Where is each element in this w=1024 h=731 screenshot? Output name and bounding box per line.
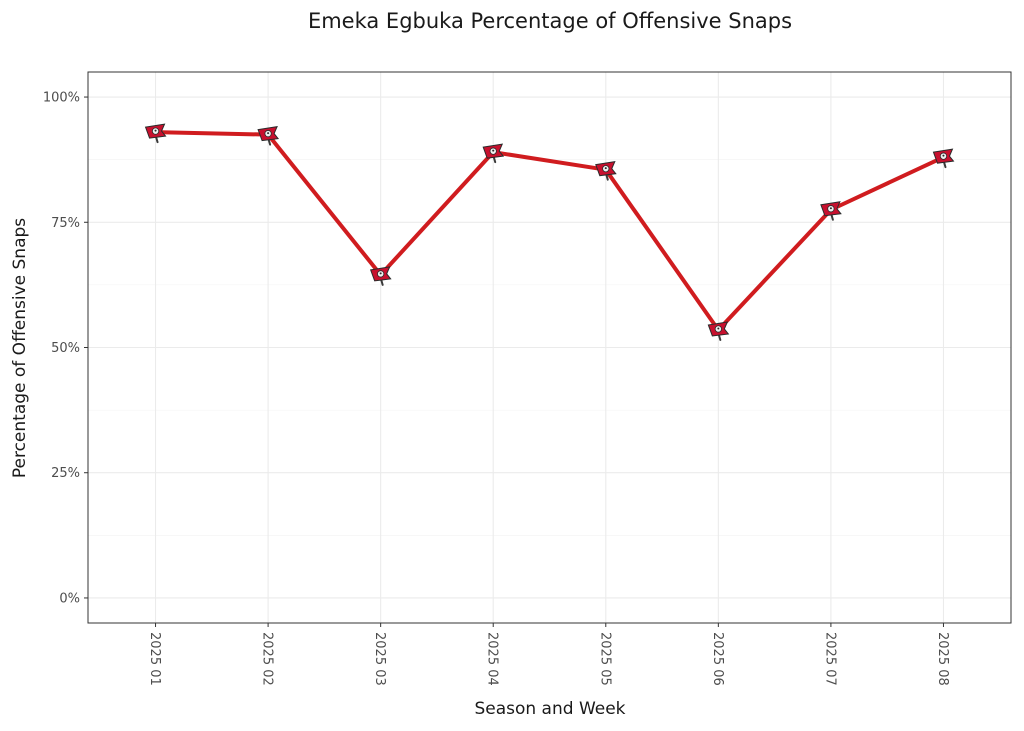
- x-tick-label: 2025 07: [822, 632, 837, 686]
- chart-title: Emeka Egbuka Percentage of Offensive Sna…: [308, 9, 792, 33]
- y-tick-label: 25%: [51, 466, 80, 481]
- buccaneers-flag-icon: [369, 266, 392, 286]
- y-axis-title: Percentage of Offensive Snaps: [10, 218, 30, 478]
- x-tick-label: 2025 05: [597, 632, 612, 686]
- x-axis: 2025 01 2025 02 2025 03 2025 04 2025 05 2025 …: [147, 623, 950, 686]
- grid: [88, 72, 1011, 623]
- x-tick-label: 2025 08: [935, 632, 950, 686]
- x-axis-title: Season and Week: [474, 699, 625, 719]
- buccaneers-flag-icon: [595, 161, 617, 181]
- plot-panel: [87, 71, 1012, 624]
- x-tick-label: 2025 04: [485, 632, 500, 686]
- series-line: [153, 130, 946, 332]
- series-layer: [144, 123, 955, 341]
- y-tick-label: 75%: [51, 216, 80, 231]
- buccaneers-flag-icon: [257, 125, 280, 146]
- buccaneers-flag-icon: [482, 143, 505, 164]
- buccaneers-flag-icon: [707, 321, 730, 341]
- buccaneers-flag-icon: [820, 201, 842, 221]
- x-tick-label: 2025 02: [260, 632, 275, 686]
- x-tick-label: 2025 01: [147, 632, 162, 686]
- buccaneers-flag-icon: [932, 148, 955, 169]
- x-tick-label: 2025 03: [372, 632, 387, 686]
- y-tick-label: 100%: [43, 91, 80, 106]
- y-axis: 0% 25% 50% 75% 100%: [43, 91, 88, 606]
- x-tick-label: 2025 06: [710, 632, 725, 686]
- y-tick-label: 0%: [59, 591, 80, 606]
- y-tick-label: 50%: [51, 341, 80, 356]
- buccaneers-flag-icon: [144, 123, 167, 144]
